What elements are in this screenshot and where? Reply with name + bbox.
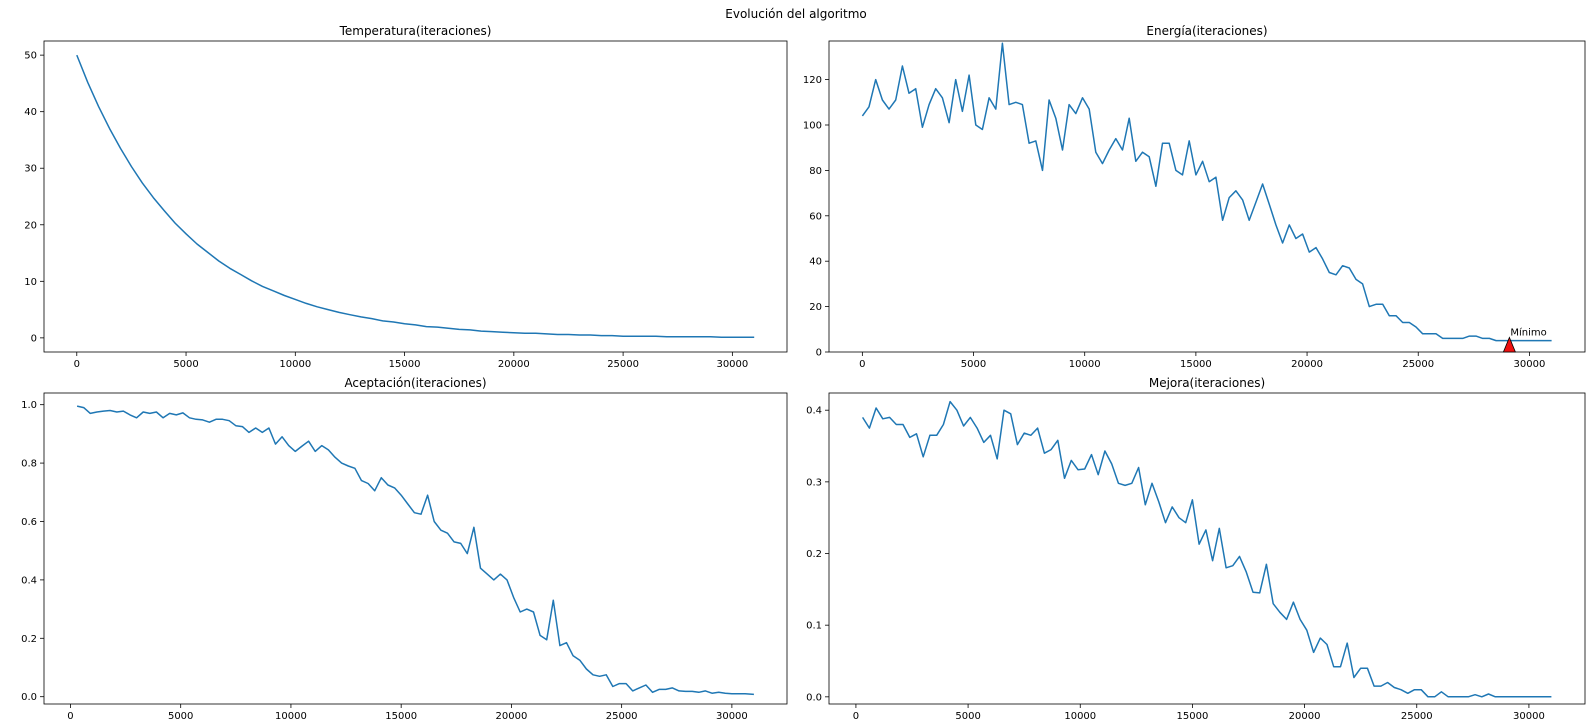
x-tick-label: 0 bbox=[74, 359, 80, 370]
panel-mejora: Mejora(iteraciones) 0 5000 10000 15000 20000 2… bbox=[806, 376, 1586, 722]
series-line-aceptacion bbox=[76, 405, 754, 696]
minimum-annotation-label: Mínimo bbox=[1510, 326, 1546, 338]
y-tick-label: 0.3 bbox=[806, 477, 822, 488]
y-tick-label: 80 bbox=[809, 166, 822, 177]
x-tick-label: 20000 bbox=[1291, 359, 1323, 370]
x-tick-label: 20000 bbox=[496, 711, 528, 722]
series-line-temperatura bbox=[76, 54, 755, 339]
y-tick-label: 0.0 bbox=[21, 692, 37, 703]
y-tick-label: 0 bbox=[31, 333, 37, 344]
y-tick-label: 100 bbox=[803, 120, 822, 131]
axes-frame-mejora bbox=[828, 392, 1586, 705]
axes-frame-energia bbox=[828, 40, 1586, 353]
y-tick-label: 40 bbox=[24, 107, 37, 118]
x-tick-label: 5000 bbox=[961, 359, 986, 370]
y-tick-label: 0.1 bbox=[806, 621, 822, 632]
x-tick-label: 15000 bbox=[385, 711, 417, 722]
y-tick-label: 30 bbox=[24, 164, 37, 175]
y-tick-label: 0.2 bbox=[21, 634, 37, 645]
x-tick-label: 0 bbox=[853, 711, 859, 722]
y-tick-label: 0.8 bbox=[21, 459, 37, 470]
minimum-marker bbox=[1502, 336, 1516, 353]
x-tick-label: 15000 bbox=[389, 359, 421, 370]
x-tick-label: 20000 bbox=[498, 359, 530, 370]
y-tick-label: 20 bbox=[24, 220, 37, 231]
y-tick-label: 120 bbox=[803, 75, 822, 86]
panel-energia: Energía(iteraciones) 0 5000 10000 15000 20000… bbox=[803, 24, 1586, 370]
x-tick-label: 25000 bbox=[606, 711, 638, 722]
x-tick-label: 30000 bbox=[1514, 359, 1546, 370]
x-tick-label: 25000 bbox=[1401, 711, 1433, 722]
figure-suptitle: Evolución del algoritmo bbox=[725, 7, 866, 21]
x-tick-label: 30000 bbox=[1513, 711, 1545, 722]
panel-title-mejora: Mejora(iteraciones) bbox=[1149, 376, 1265, 390]
axes-frame-temperatura bbox=[43, 40, 788, 353]
x-tick-label: 5000 bbox=[168, 711, 193, 722]
x-tick-label: 25000 bbox=[607, 359, 639, 370]
axes-frame-aceptacion bbox=[43, 392, 788, 705]
x-tick-label: 20000 bbox=[1289, 711, 1321, 722]
series-line-mejora bbox=[861, 400, 1552, 698]
y-tick-label: 60 bbox=[809, 211, 822, 222]
y-tick-label: 20 bbox=[809, 302, 822, 313]
y-tick-label: 1.0 bbox=[21, 400, 37, 411]
x-tick-label: 10000 bbox=[1069, 359, 1101, 370]
x-tick-label: 5000 bbox=[173, 359, 198, 370]
x-tick-label: 25000 bbox=[1402, 359, 1434, 370]
x-tick-label: 10000 bbox=[275, 711, 307, 722]
x-tick-label: 15000 bbox=[1177, 711, 1209, 722]
panel-aceptacion: Aceptación(iteraciones) 0 5000 10000 15000 20… bbox=[21, 376, 788, 722]
x-tick-label: 10000 bbox=[1064, 711, 1096, 722]
panel-title-temperatura: Temperatura(iteraciones) bbox=[339, 24, 492, 38]
panel-title-aceptacion: Aceptación(iteraciones) bbox=[344, 376, 486, 390]
series-line-energia bbox=[861, 42, 1552, 342]
x-tick-label: 0 bbox=[67, 711, 73, 722]
y-tick-label: 0.4 bbox=[21, 575, 37, 586]
x-tick-label: 30000 bbox=[716, 359, 748, 370]
x-tick-label: 15000 bbox=[1180, 359, 1212, 370]
y-tick-label: 40 bbox=[809, 257, 822, 268]
y-tick-label: 0 bbox=[816, 348, 822, 359]
y-tick-label: 0.6 bbox=[21, 517, 37, 528]
y-tick-label: 0.4 bbox=[806, 406, 822, 417]
panel-temperatura: Temperatura(iteraciones) 0 5000 10000 15000 2… bbox=[24, 24, 788, 370]
y-tick-label: 10 bbox=[24, 277, 37, 288]
x-tick-label: 0 bbox=[859, 359, 865, 370]
x-tick-label: 5000 bbox=[955, 711, 980, 722]
x-tick-label: 10000 bbox=[279, 359, 311, 370]
y-tick-label: 50 bbox=[24, 51, 37, 62]
y-tick-label: 0.2 bbox=[806, 549, 822, 560]
y-tick-label: 0.0 bbox=[806, 692, 822, 703]
panel-title-energia: Energía(iteraciones) bbox=[1146, 24, 1267, 38]
x-tick-label: 30000 bbox=[716, 711, 748, 722]
